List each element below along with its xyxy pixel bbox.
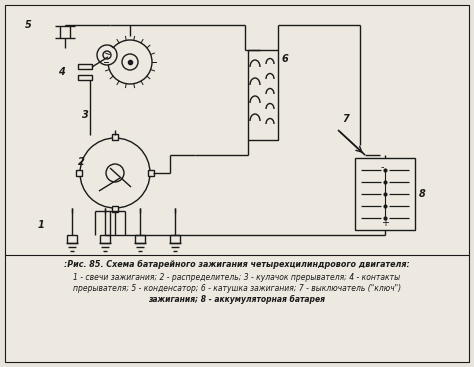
Bar (355, 158, 415, 230)
Bar (100, 235, 110, 243)
Bar (67, 235, 77, 243)
Text: 3: 3 (82, 110, 89, 120)
Text: 6: 6 (282, 54, 289, 64)
Text: 8: 8 (419, 189, 426, 199)
Bar (248, 50, 278, 140)
Text: 7: 7 (342, 114, 349, 124)
Text: 5: 5 (25, 20, 32, 30)
Bar (170, 235, 180, 243)
Bar (112, 206, 118, 212)
Circle shape (80, 138, 150, 208)
Circle shape (122, 54, 138, 70)
Circle shape (108, 40, 152, 84)
Text: :Рис. 85. Схема батарейного зажигания четырехцилиндрового двигателя:: :Рис. 85. Схема батарейного зажигания че… (64, 260, 410, 269)
Text: прерывателя; 5 - конденсатор; 6 - катушка зажигания; 7 - выключатель ("ключ"): прерывателя; 5 - конденсатор; 6 - катушк… (73, 284, 401, 293)
Text: 2: 2 (78, 157, 85, 167)
Bar (76, 170, 82, 176)
Text: зажигания; 8 - аккумуляторная батарея: зажигания; 8 - аккумуляторная батарея (148, 295, 326, 304)
Bar (78, 64, 92, 69)
Bar (78, 75, 92, 80)
Circle shape (103, 51, 111, 59)
Text: 1 - свечи зажигания; 2 - распределитель; 3 - кулачок прерывателя; 4 - контакты: 1 - свечи зажигания; 2 - распределитель;… (73, 273, 401, 282)
Bar (135, 235, 145, 243)
Text: 4: 4 (58, 67, 65, 77)
Bar (148, 170, 154, 176)
Text: +: + (381, 218, 389, 228)
Bar (112, 134, 118, 140)
Circle shape (106, 164, 124, 182)
Text: -: - (381, 162, 384, 172)
Circle shape (97, 45, 117, 65)
Text: 1: 1 (38, 220, 45, 230)
